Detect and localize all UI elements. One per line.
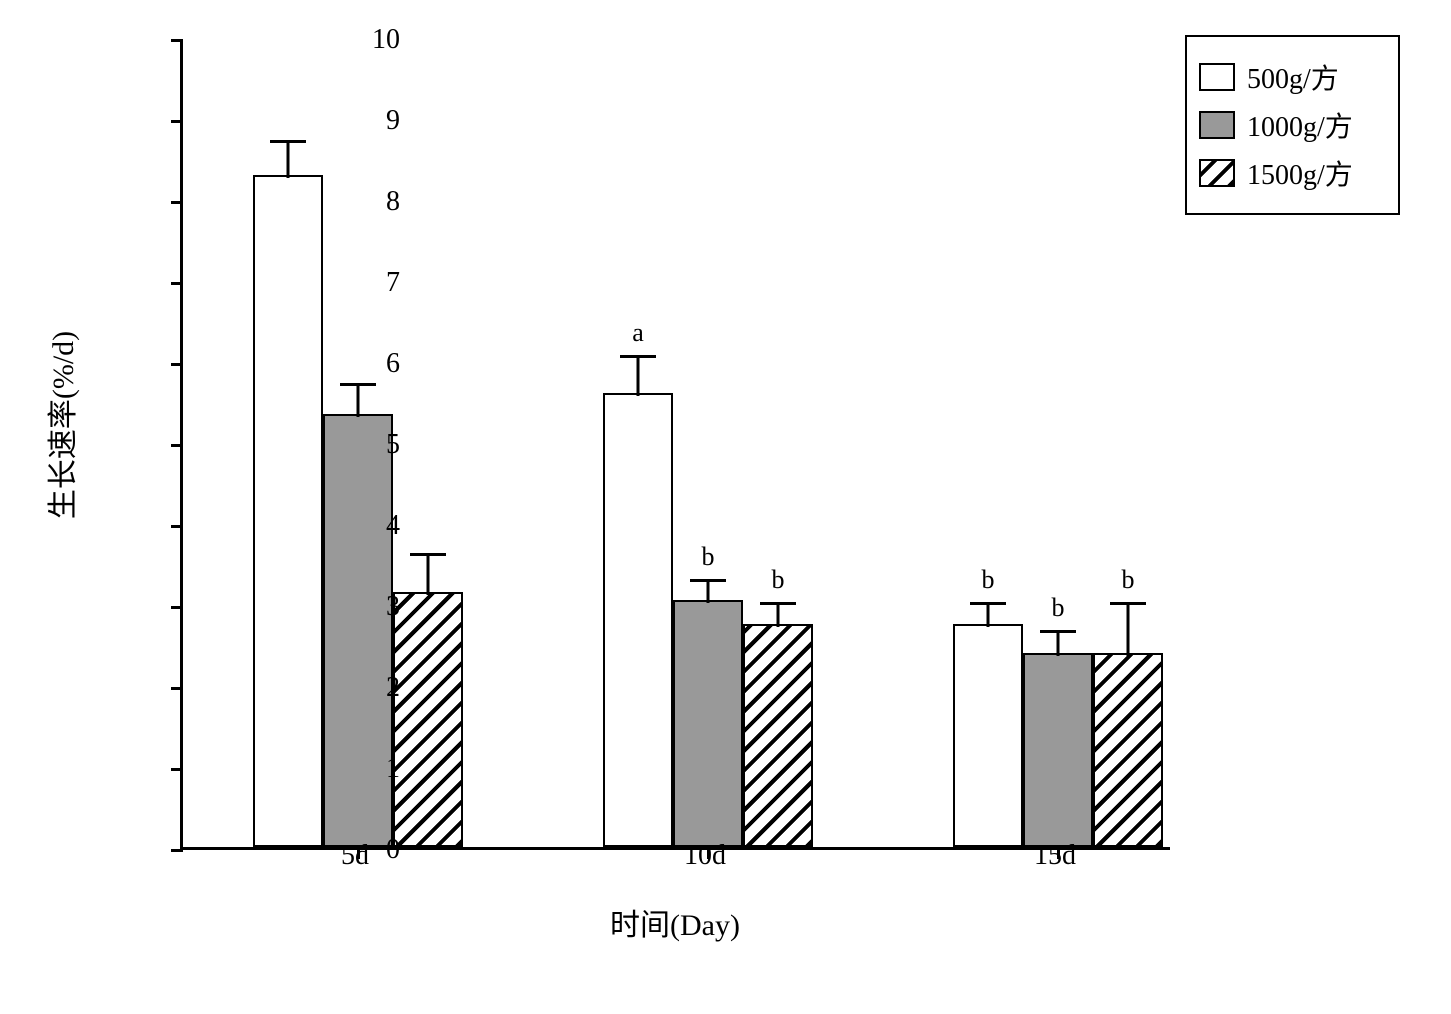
- y-tick-label: 4: [350, 510, 400, 542]
- y-tick-label: 6: [350, 348, 400, 380]
- y-tick: [171, 768, 183, 771]
- bar: [1023, 653, 1093, 847]
- x-tick-label: 15d: [1034, 840, 1076, 872]
- y-tick: [171, 687, 183, 690]
- plot-area: a b b b b b: [180, 40, 1170, 850]
- error-bar: [1057, 631, 1060, 655]
- error-cap: [410, 553, 446, 556]
- y-tick-label: 3: [350, 591, 400, 623]
- error-bar: [357, 384, 360, 416]
- y-tick: [171, 525, 183, 528]
- y-tick-label: 2: [350, 672, 400, 704]
- bar-annotation: b: [982, 565, 995, 595]
- y-tick: [171, 849, 183, 852]
- error-cap: [1110, 602, 1146, 605]
- error-bar: [637, 356, 640, 397]
- legend-swatch-white: [1199, 63, 1235, 91]
- legend-item: 500g/方: [1199, 57, 1386, 97]
- y-tick: [171, 363, 183, 366]
- bar: [743, 624, 813, 847]
- x-tick-label: 10d: [684, 840, 726, 872]
- error-cap: [690, 579, 726, 582]
- bar-annotation: b: [1122, 565, 1135, 595]
- bar: [253, 175, 323, 847]
- y-tick: [171, 282, 183, 285]
- error-cap: [970, 602, 1006, 605]
- bar: [953, 624, 1023, 847]
- legend-swatch-hatch: [1199, 159, 1235, 187]
- legend-label: 1000g/方: [1247, 105, 1353, 145]
- legend-swatch-gray: [1199, 111, 1235, 139]
- error-cap: [620, 355, 656, 358]
- y-tick-label: 8: [350, 186, 400, 218]
- error-bar: [1127, 603, 1130, 656]
- bar-chart: abbbbb 生长速率(%/d) 时间(Day) 500g/方 1000g/方 …: [120, 20, 1400, 970]
- error-cap: [340, 383, 376, 386]
- legend-item: 1500g/方: [1199, 153, 1386, 193]
- bar-annotation: b: [1052, 593, 1065, 623]
- y-tick-label: 9: [350, 105, 400, 137]
- y-tick: [171, 606, 183, 609]
- bar: [603, 393, 673, 847]
- legend: 500g/方 1000g/方 1500g/方: [1185, 35, 1400, 215]
- x-axis-title: 时间(Day): [610, 900, 740, 944]
- bar-annotation: b: [772, 565, 785, 595]
- bar-annotation: b: [702, 542, 715, 572]
- y-tick: [171, 444, 183, 447]
- error-cap: [270, 140, 306, 143]
- error-cap: [1040, 630, 1076, 633]
- legend-label: 1500g/方: [1247, 153, 1353, 193]
- error-bar: [427, 554, 430, 595]
- bar: [393, 592, 463, 847]
- bar: [1093, 653, 1163, 847]
- y-tick-label: 5: [350, 429, 400, 461]
- y-tick: [171, 39, 183, 42]
- error-cap: [760, 602, 796, 605]
- error-bar: [987, 603, 990, 627]
- y-tick-label: 7: [350, 267, 400, 299]
- y-tick-label: 10: [350, 24, 400, 56]
- x-tick-label: 5d: [341, 840, 369, 872]
- y-tick: [171, 201, 183, 204]
- y-axis-title: 生长速率(%/d): [38, 331, 82, 519]
- y-tick: [171, 120, 183, 123]
- error-bar: [777, 603, 780, 627]
- error-bar: [287, 141, 290, 177]
- y-tick-label: 1: [350, 753, 400, 785]
- legend-label: 500g/方: [1247, 57, 1339, 97]
- bar-annotation: a: [632, 318, 644, 348]
- legend-item: 1000g/方: [1199, 105, 1386, 145]
- bar: [673, 600, 743, 847]
- error-bar: [707, 580, 710, 603]
